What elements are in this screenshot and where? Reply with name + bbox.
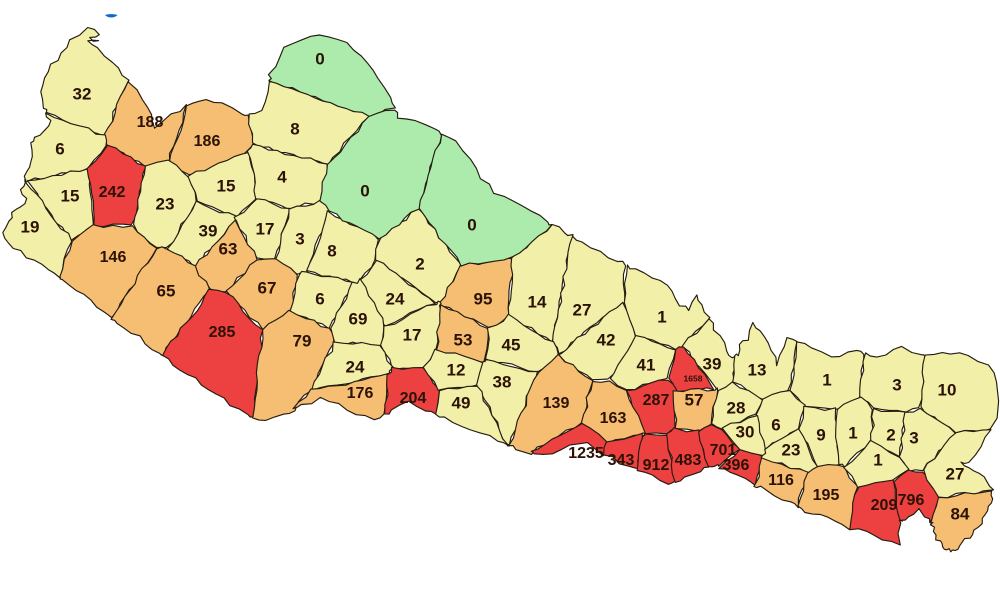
svg-text:3: 3 (295, 229, 304, 248)
svg-text:15: 15 (61, 186, 80, 205)
svg-text:285: 285 (209, 324, 236, 341)
svg-text:2: 2 (415, 254, 424, 273)
svg-text:65: 65 (157, 281, 176, 300)
svg-text:6: 6 (55, 139, 64, 158)
svg-text:1: 1 (848, 423, 857, 442)
svg-text:24: 24 (346, 357, 365, 376)
svg-text:195: 195 (813, 487, 840, 504)
svg-text:139: 139 (543, 395, 570, 412)
svg-text:2: 2 (886, 425, 895, 444)
svg-text:9: 9 (816, 425, 825, 444)
svg-text:24: 24 (386, 289, 405, 308)
svg-text:39: 39 (703, 354, 722, 373)
svg-text:796: 796 (898, 492, 925, 509)
svg-text:1: 1 (657, 307, 666, 326)
svg-text:53: 53 (454, 330, 473, 349)
svg-text:0: 0 (315, 49, 324, 68)
svg-text:912: 912 (643, 457, 670, 474)
svg-text:4: 4 (277, 167, 287, 186)
svg-text:1: 1 (822, 370, 831, 389)
svg-text:163: 163 (600, 410, 627, 427)
svg-text:79: 79 (293, 331, 312, 350)
svg-text:3: 3 (909, 428, 918, 447)
svg-text:45: 45 (502, 335, 521, 354)
svg-text:116: 116 (768, 472, 794, 489)
svg-text:209: 209 (871, 497, 898, 514)
svg-text:186: 186 (194, 133, 221, 150)
svg-text:23: 23 (782, 440, 801, 459)
svg-text:176: 176 (347, 385, 374, 402)
svg-text:1: 1 (873, 450, 882, 469)
svg-text:63: 63 (219, 239, 238, 258)
svg-text:8: 8 (290, 119, 299, 138)
svg-text:14: 14 (528, 292, 547, 311)
svg-text:42: 42 (597, 330, 616, 349)
svg-text:204: 204 (400, 390, 427, 407)
svg-text:67: 67 (258, 278, 277, 297)
svg-text:57: 57 (685, 390, 704, 409)
svg-text:28: 28 (727, 398, 746, 417)
svg-text:17: 17 (403, 325, 422, 344)
svg-text:27: 27 (573, 300, 592, 319)
svg-text:27: 27 (946, 464, 965, 483)
svg-text:1235: 1235 (568, 445, 604, 462)
svg-text:41: 41 (637, 355, 656, 374)
svg-text:49: 49 (452, 393, 471, 412)
svg-text:17: 17 (256, 219, 275, 238)
svg-text:0: 0 (467, 215, 476, 234)
svg-text:483: 483 (675, 452, 702, 469)
svg-text:242: 242 (99, 184, 126, 201)
svg-text:0: 0 (360, 181, 369, 200)
svg-text:3: 3 (892, 375, 901, 394)
svg-text:95: 95 (474, 289, 493, 308)
svg-text:30: 30 (736, 422, 755, 441)
svg-text:343: 343 (608, 452, 635, 469)
svg-text:6: 6 (771, 415, 780, 434)
svg-text:13: 13 (748, 360, 767, 379)
svg-text:38: 38 (493, 372, 512, 391)
svg-text:84: 84 (951, 504, 970, 523)
svg-text:396: 396 (723, 457, 750, 474)
svg-text:23: 23 (156, 194, 175, 213)
svg-text:12: 12 (447, 360, 466, 379)
svg-text:8: 8 (327, 241, 336, 260)
svg-text:39: 39 (199, 221, 218, 240)
svg-text:146: 146 (100, 249, 127, 266)
svg-text:19: 19 (21, 217, 40, 236)
svg-text:6: 6 (315, 289, 324, 308)
svg-text:69: 69 (349, 309, 368, 328)
svg-text:15: 15 (217, 176, 236, 195)
svg-text:1658: 1658 (684, 373, 703, 383)
svg-text:10: 10 (938, 380, 957, 399)
svg-text:32: 32 (73, 84, 92, 103)
svg-text:188: 188 (137, 114, 164, 131)
svg-text:287: 287 (643, 392, 670, 409)
